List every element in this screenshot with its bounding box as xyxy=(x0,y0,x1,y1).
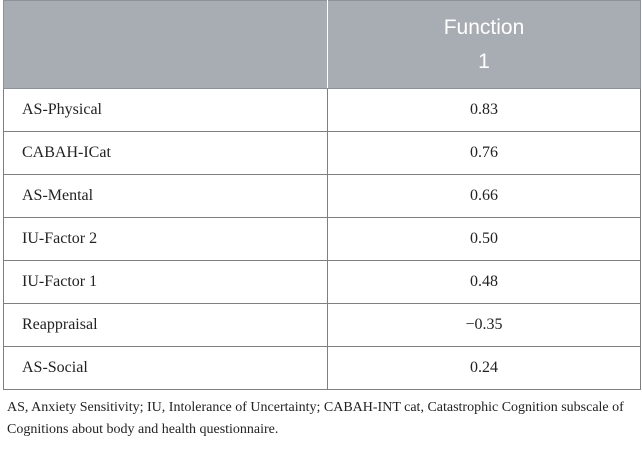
table-row: CABAH-ICat 0.76 xyxy=(3,131,641,175)
header-cell-function: Function 1 xyxy=(327,0,641,89)
header-row: Function 1 xyxy=(3,0,641,89)
value-cell: 0.48 xyxy=(327,260,641,304)
variable-cell: AS-Social xyxy=(3,346,328,390)
variable-cell: CABAH-ICat xyxy=(3,131,328,175)
table-row: Reappraisal −0.35 xyxy=(3,303,641,347)
variable-cell: IU-Factor 1 xyxy=(3,260,328,304)
table-header: Function 1 xyxy=(3,0,641,89)
table-body: AS-Physical 0.83 CABAH-ICat 0.76 AS-Ment… xyxy=(3,88,641,390)
value-cell: 0.76 xyxy=(327,131,641,175)
table-footnote: AS, Anxiety Sensitivity; IU, Intolerance… xyxy=(7,400,624,437)
header-cell-variable xyxy=(3,0,328,89)
value-cell: −0.35 xyxy=(327,303,641,347)
value-cell: 0.66 xyxy=(327,174,641,218)
table-row: AS-Mental 0.66 xyxy=(3,174,641,218)
value-cell: 0.50 xyxy=(327,217,641,261)
function-coefficients-table: Function 1 AS-Physical 0.83 CABAH-ICat 0… xyxy=(3,0,641,390)
header-function-label: Function xyxy=(443,15,525,39)
table-row: AS-Physical 0.83 xyxy=(3,88,641,132)
variable-cell: IU-Factor 2 xyxy=(3,217,328,261)
value-cell: 0.83 xyxy=(327,88,641,132)
table-row: IU-Factor 2 0.50 xyxy=(3,217,641,261)
variable-cell: Reappraisal xyxy=(3,303,328,347)
value-cell: 0.24 xyxy=(327,346,641,390)
variable-cell: AS-Mental xyxy=(3,174,328,218)
header-function-number: 1 xyxy=(478,49,490,73)
results-table-container: Function 1 AS-Physical 0.83 CABAH-ICat 0… xyxy=(3,0,641,390)
variable-cell: AS-Physical xyxy=(3,88,328,132)
table-row: AS-Social 0.24 xyxy=(3,346,641,390)
table-row: IU-Factor 1 0.48 xyxy=(3,260,641,304)
